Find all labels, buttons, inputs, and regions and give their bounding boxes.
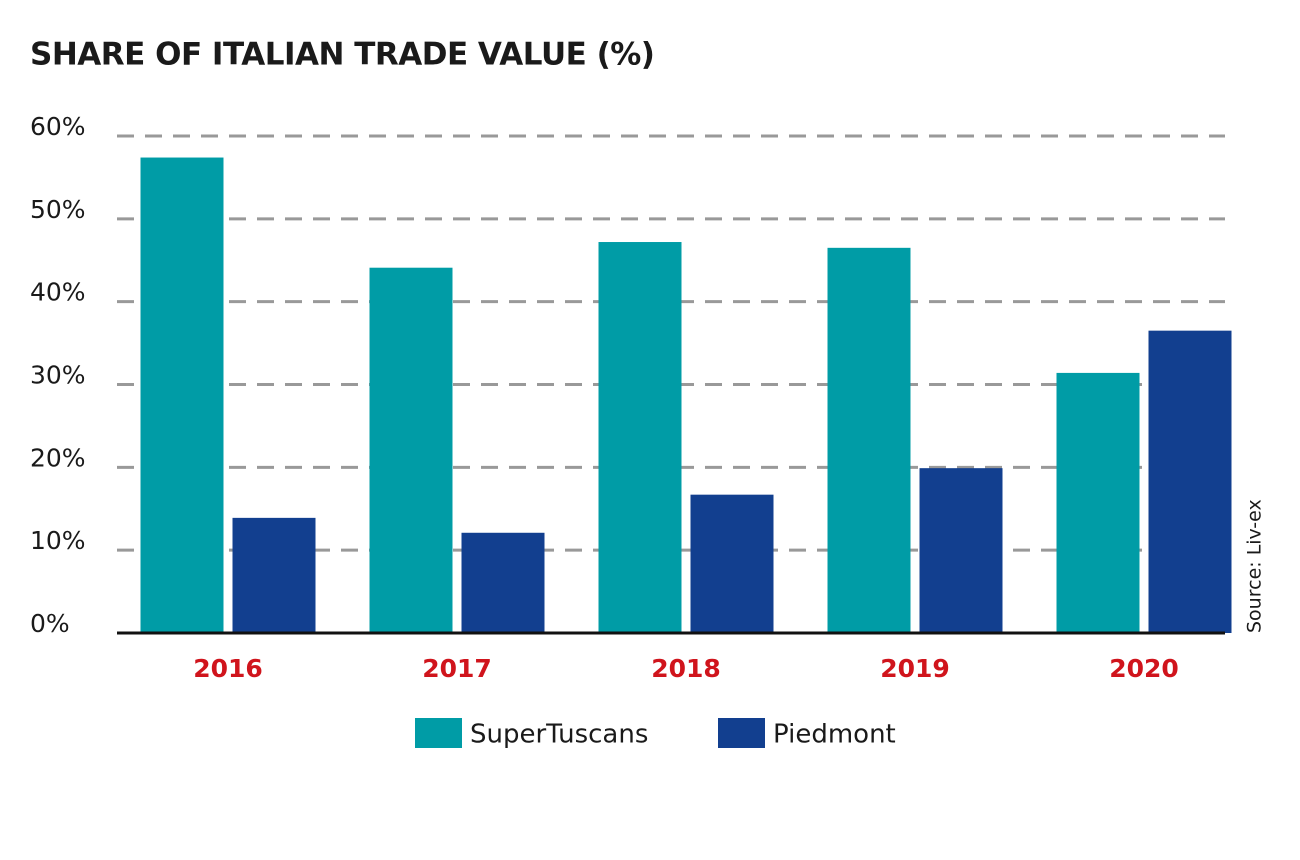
y-tick-label: 60% (30, 112, 86, 141)
x-tick-label: 2016 (193, 654, 263, 683)
bar (598, 242, 682, 633)
bar (140, 157, 224, 633)
bar (232, 517, 316, 633)
legend-swatch (415, 718, 462, 748)
bar (369, 267, 453, 633)
x-tick-label: 2019 (880, 654, 950, 683)
bar (919, 468, 1003, 633)
bar (461, 532, 545, 633)
y-tick-label: 30% (30, 361, 86, 390)
legend-label: SuperTuscans (470, 720, 648, 750)
x-tick-label: 2020 (1109, 654, 1179, 683)
legend-swatch (718, 718, 765, 748)
bar (1056, 372, 1140, 633)
chart-title: SHARE OF ITALIAN TRADE VALUE (%) (30, 37, 654, 73)
source-note: Source: Liv-ex (1244, 499, 1266, 633)
y-tick-label: 0% (30, 609, 70, 638)
bar (1148, 330, 1232, 633)
x-tick-label: 2017 (422, 654, 492, 683)
y-tick-label: 40% (30, 278, 86, 307)
legend-label: Piedmont (773, 720, 896, 750)
y-tick-label: 50% (30, 195, 86, 224)
x-tick-label: 2018 (651, 654, 721, 683)
y-tick-label: 10% (30, 526, 86, 555)
bar (690, 494, 774, 633)
bar (827, 247, 911, 633)
y-tick-label: 20% (30, 443, 86, 472)
